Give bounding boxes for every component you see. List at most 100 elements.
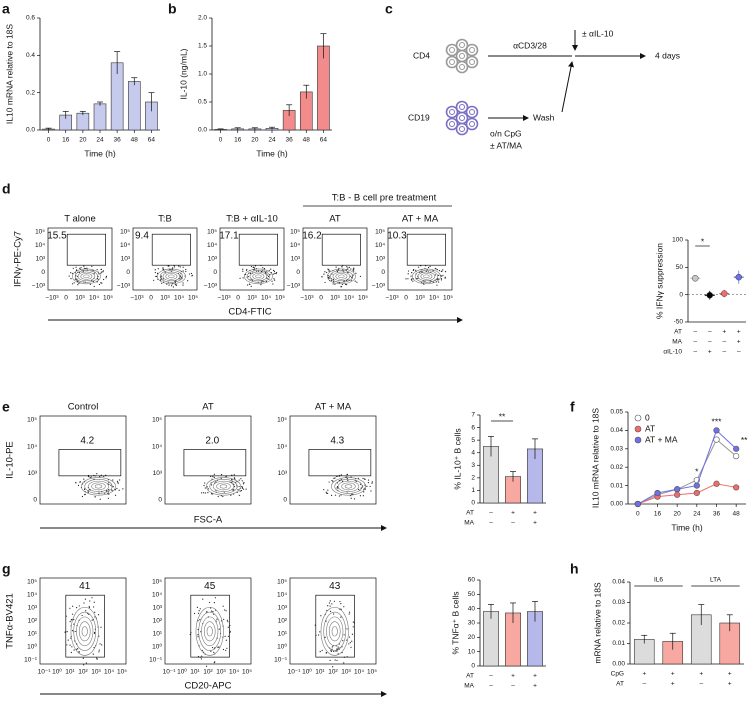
event-dot [81,495,84,498]
event-dot [93,606,95,608]
plot-title: T alone [64,214,96,225]
flow-x-tick: 10⁴ [354,669,364,676]
flow-y-tick: 10³ [28,605,38,612]
event-dot [210,610,213,612]
event-dot [238,494,240,496]
y-tick-label: 0 [471,500,475,507]
event-dot [327,268,329,270]
diagram-label: o/n CpG [490,128,522,138]
event-dot [156,275,158,278]
flow-y-tick: 10⁴ [152,443,162,450]
event-dot [210,650,212,652]
flow-y-tick: 10⁵ [375,229,385,236]
event-dot [108,483,110,485]
significance: ** [499,411,506,421]
series-line [637,438,737,505]
factor-name: AT [674,329,682,336]
diagram [488,30,646,121]
event-dot [97,614,100,616]
x-tick-label: 64 [148,137,156,144]
plot-title: AT [329,214,341,225]
flow-y-tick: 10⁵ [27,417,37,424]
panel-letter: g [2,561,11,577]
event-dot [70,272,72,274]
y-tick-label: 1.5 [198,43,207,50]
flow-y-tick: 0 [126,269,130,276]
event-dot [273,279,276,281]
event-dot [326,271,328,274]
event-dot [250,285,252,287]
event-dot [434,267,436,270]
factor-level: – [511,683,515,690]
event-dot [324,636,326,638]
event-dot [89,283,91,285]
event-dot [182,284,184,286]
gate [151,233,191,266]
event-dot [330,494,333,496]
event-dot [116,480,119,482]
plot-frame [289,415,377,505]
plot-frame [164,577,252,665]
flow-y-tick: 10³ [28,470,38,477]
flow-x-tick: 10⁴ [89,295,99,302]
flow-y-tick: 10⁵ [120,229,130,236]
plot-frame [39,577,127,665]
flow-x-tick: 10¹ [65,669,75,676]
event-dot [222,605,224,607]
series-point [713,427,720,434]
significance: ** [741,435,748,445]
gate-value: 17.1 [219,231,239,242]
y-axis-label: % IL-10⁺ B cells [452,428,462,489]
event-dot [100,272,102,274]
event-dot [238,485,240,488]
event-dot [342,269,344,271]
x-tick-label: 20 [79,137,87,144]
event-dot [319,651,321,653]
flow-x-tick: 10³ [91,669,101,676]
x-tick-label: 16 [234,137,242,144]
y-tick-label: 30 [468,620,476,627]
flow-y-tick: 10¹ [278,631,288,638]
contour [212,480,235,492]
y-tick-label: 0.2 [26,89,35,96]
x-tick-label: 0 [636,511,640,518]
factor-level: + [728,671,732,678]
event-dot [245,488,247,490]
event-dot [240,478,242,480]
diagram-label: 4 days [655,50,680,60]
flow-x-tick: −10³ [385,295,399,302]
panel-letter: c [385,1,393,17]
flow-x-tick: −10³ [130,295,144,302]
event-dot [222,495,224,498]
contour [417,271,436,282]
legend-marker [634,414,642,422]
event-dot [117,481,119,483]
plot-frame [219,227,285,291]
series-point [733,453,740,460]
event-dot [330,280,333,282]
event-dot [330,650,333,652]
flow-x-tick: 10⁰ [302,668,312,676]
event-dot [410,279,413,281]
x-tick-label: 24 [268,137,276,144]
event-dot [363,491,365,493]
x-axis-label: Time (h) [256,148,287,158]
flow-x-label: CD20-APC [185,681,232,692]
event-dot [432,270,434,272]
event-dot [193,612,196,615]
event-dot [82,657,84,659]
flow-y-tick: 10⁰ [277,643,287,651]
contour [87,480,110,492]
diagram-label: ± AT/MA [490,140,522,150]
event-dot [220,477,222,480]
gate [308,449,372,477]
y-tick-label: 10 [468,648,476,655]
event-dot [242,488,245,490]
flow-y-tick: 10⁻¹ [149,657,163,664]
event-dot [370,490,372,492]
event-dot [240,490,243,492]
event-dot [327,276,329,279]
event-dot [253,267,256,269]
flow-y-tick: 10⁵ [27,579,37,586]
flow-y-tick: 10² [153,618,163,625]
